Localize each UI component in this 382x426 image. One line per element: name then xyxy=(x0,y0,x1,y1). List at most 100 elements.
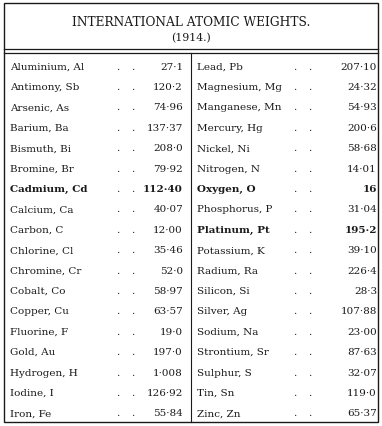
Text: Silver, Ag: Silver, Ag xyxy=(197,307,247,316)
Text: .: . xyxy=(131,347,134,356)
Text: Phosphorus, P: Phosphorus, P xyxy=(197,205,272,214)
Text: .: . xyxy=(308,246,312,255)
Text: 35·46: 35·46 xyxy=(153,246,183,255)
Text: .: . xyxy=(293,103,297,112)
Text: .: . xyxy=(131,266,134,275)
Text: 195·2: 195·2 xyxy=(345,225,377,234)
Text: .: . xyxy=(293,388,297,397)
Text: Magnesium, Mg: Magnesium, Mg xyxy=(197,83,282,92)
Text: .: . xyxy=(293,246,297,255)
Text: 58·97: 58·97 xyxy=(153,286,183,295)
Text: 12·00: 12·00 xyxy=(153,225,183,234)
Text: .: . xyxy=(131,368,134,377)
Text: Platinum, Pt: Platinum, Pt xyxy=(197,225,270,234)
Text: .: . xyxy=(131,388,134,397)
Text: .: . xyxy=(308,83,312,92)
Text: .: . xyxy=(308,164,312,173)
Text: .: . xyxy=(117,286,120,295)
Text: .: . xyxy=(293,266,297,275)
Text: .: . xyxy=(117,184,120,193)
Text: .: . xyxy=(131,286,134,295)
Text: 126·92: 126·92 xyxy=(147,388,183,397)
Text: .: . xyxy=(117,368,120,377)
Text: .: . xyxy=(308,388,312,397)
Text: Tin, Sn: Tin, Sn xyxy=(197,388,235,397)
Text: Copper, Cu: Copper, Cu xyxy=(10,307,69,316)
Text: .: . xyxy=(308,286,312,295)
Text: 14·01: 14·01 xyxy=(347,164,377,173)
Text: .: . xyxy=(131,246,134,255)
Text: .: . xyxy=(293,307,297,316)
Text: .: . xyxy=(117,124,120,132)
Text: Manganese, Mn: Manganese, Mn xyxy=(197,103,282,112)
Text: 28·3: 28·3 xyxy=(354,286,377,295)
Text: 54·93: 54·93 xyxy=(347,103,377,112)
Text: .: . xyxy=(293,164,297,173)
Text: .: . xyxy=(117,83,120,92)
Text: .: . xyxy=(293,144,297,153)
Text: Oxygen, O: Oxygen, O xyxy=(197,184,256,193)
Text: .: . xyxy=(308,124,312,132)
Text: 226·4: 226·4 xyxy=(347,266,377,275)
Text: .: . xyxy=(117,225,120,234)
Text: Sodium, Na: Sodium, Na xyxy=(197,327,258,336)
Text: 200·6: 200·6 xyxy=(347,124,377,132)
Text: .: . xyxy=(131,63,134,72)
Text: .: . xyxy=(308,184,312,193)
Text: 79·92: 79·92 xyxy=(153,164,183,173)
Text: .: . xyxy=(131,124,134,132)
Text: .: . xyxy=(308,327,312,336)
Text: Chlorine, Cl: Chlorine, Cl xyxy=(10,246,73,255)
Text: 23·00: 23·00 xyxy=(347,327,377,336)
Text: 52·0: 52·0 xyxy=(160,266,183,275)
Text: .: . xyxy=(293,63,297,72)
Text: .: . xyxy=(117,103,120,112)
Text: 207·10: 207·10 xyxy=(341,63,377,72)
Text: .: . xyxy=(131,83,134,92)
Text: 137·37: 137·37 xyxy=(147,124,183,132)
Text: .: . xyxy=(117,205,120,214)
Text: .: . xyxy=(308,103,312,112)
Text: 65·37: 65·37 xyxy=(347,409,377,417)
Text: Strontium, Sr: Strontium, Sr xyxy=(197,347,269,356)
Text: Bromine, Br: Bromine, Br xyxy=(10,164,74,173)
Text: .: . xyxy=(308,368,312,377)
Text: Aluminium, Al: Aluminium, Al xyxy=(10,63,84,72)
Text: 32·07: 32·07 xyxy=(347,368,377,377)
Text: .: . xyxy=(293,327,297,336)
Text: .: . xyxy=(293,368,297,377)
Text: Carbon, C: Carbon, C xyxy=(10,225,63,234)
Text: Calcium, Ca: Calcium, Ca xyxy=(10,205,73,214)
Text: .: . xyxy=(131,205,134,214)
Text: .: . xyxy=(293,124,297,132)
Text: .: . xyxy=(117,164,120,173)
Text: .: . xyxy=(308,266,312,275)
Text: Sulphur, S: Sulphur, S xyxy=(197,368,252,377)
Text: .: . xyxy=(117,63,120,72)
Text: .: . xyxy=(131,307,134,316)
Text: .: . xyxy=(117,307,120,316)
Text: Cobalt, Co: Cobalt, Co xyxy=(10,286,65,295)
Text: Fluorine, F: Fluorine, F xyxy=(10,327,68,336)
Text: 87·63: 87·63 xyxy=(347,347,377,356)
Text: Nickel, Ni: Nickel, Ni xyxy=(197,144,250,153)
Text: Potassium, K: Potassium, K xyxy=(197,246,265,255)
Text: 208·0: 208·0 xyxy=(153,144,183,153)
Text: .: . xyxy=(117,327,120,336)
Text: Radium, Ra: Radium, Ra xyxy=(197,266,258,275)
Text: 39·10: 39·10 xyxy=(347,246,377,255)
Text: .: . xyxy=(117,388,120,397)
Text: .: . xyxy=(117,409,120,417)
Text: INTERNATIONAL ATOMIC WEIGHTS.: INTERNATIONAL ATOMIC WEIGHTS. xyxy=(72,15,310,29)
Text: Lead, Pb: Lead, Pb xyxy=(197,63,243,72)
Text: .: . xyxy=(308,205,312,214)
Text: Iron, Fe: Iron, Fe xyxy=(10,409,51,417)
Text: 63·57: 63·57 xyxy=(153,307,183,316)
Text: 1·008: 1·008 xyxy=(153,368,183,377)
Text: Hydrogen, H: Hydrogen, H xyxy=(10,368,78,377)
Text: Chromine, Cr: Chromine, Cr xyxy=(10,266,81,275)
Text: .: . xyxy=(131,103,134,112)
Text: .: . xyxy=(308,347,312,356)
Text: 19·0: 19·0 xyxy=(160,327,183,336)
Text: Mercury, Hg: Mercury, Hg xyxy=(197,124,263,132)
